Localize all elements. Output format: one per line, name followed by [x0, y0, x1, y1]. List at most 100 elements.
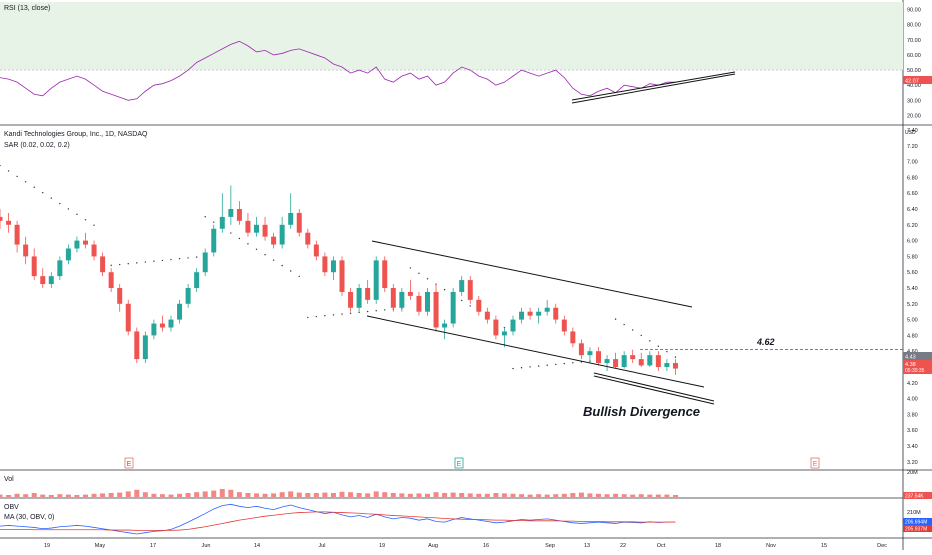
- volume-bar: [553, 494, 559, 497]
- sar-dot: [170, 258, 172, 261]
- candle-body: [74, 240, 80, 249]
- sar-dot: [7, 170, 10, 172]
- rsi-tick-label: 70.00: [907, 38, 921, 44]
- sar-dot: [255, 248, 258, 250]
- currency-label: USD: [905, 130, 916, 136]
- resistance-price-label[interactable]: 4.62: [756, 337, 775, 347]
- earnings-marker-3[interactable]: [810, 457, 820, 469]
- volume-bar: [151, 493, 157, 497]
- volume-bar: [254, 493, 259, 497]
- time-tick-label: 14: [254, 543, 260, 549]
- obv-ma-value-badge: [903, 525, 932, 532]
- price-tick-label: 4.20: [907, 381, 918, 387]
- obv-value-badge: [903, 518, 932, 525]
- volume-bar: [168, 494, 174, 497]
- volume-bar: [476, 493, 482, 497]
- sar-legend[interactable]: SAR (0.02, 0.02, 0.2): [4, 142, 70, 149]
- candle-body: [262, 224, 268, 237]
- obv-value-text: 206.694M: [905, 520, 927, 526]
- price-tick-label: 5.00: [907, 318, 918, 324]
- sar-dot: [93, 224, 95, 226]
- candle-body: [40, 276, 46, 285]
- price-tick-label: 6.40: [907, 207, 918, 213]
- bullish-divergence-label[interactable]: Bullish Divergence: [583, 404, 700, 419]
- sar-dot: [33, 186, 35, 188]
- candle-body: [407, 291, 413, 296]
- sar-dot: [67, 208, 70, 210]
- candle-body: [553, 307, 559, 320]
- obv-legend[interactable]: OBV: [4, 504, 19, 511]
- volume-bar: [313, 493, 319, 497]
- volume-bar: [262, 493, 268, 497]
- candle-body: [630, 355, 636, 360]
- volume-bar: [57, 494, 63, 497]
- volume-bar: [14, 493, 20, 497]
- time-tick-label: 18: [715, 543, 721, 549]
- volume-tick: 20M: [907, 470, 918, 476]
- candle-body: [211, 228, 217, 253]
- candle-body: [578, 343, 584, 356]
- candle-body: [125, 303, 131, 332]
- volume-bar: [527, 494, 533, 497]
- sar-dot: [238, 237, 241, 240]
- volume-bar: [134, 489, 140, 497]
- price-legend-title[interactable]: Kandi Technologies Group, Inc., 1D, NASD…: [4, 131, 148, 138]
- candle-body: [134, 331, 140, 360]
- candle-body: [23, 244, 29, 257]
- volume-bar: [296, 492, 302, 497]
- volume-bar: [587, 493, 593, 497]
- time-tick-label: Jul: [318, 543, 325, 549]
- volume-bar: [100, 493, 106, 497]
- volume-legend[interactable]: Vol: [4, 476, 14, 483]
- close-price-text: 4.38: [905, 362, 916, 368]
- sar-dot: [529, 366, 531, 368]
- volume-bar: [664, 494, 670, 497]
- earnings-marker-1[interactable]: [124, 457, 134, 469]
- price-tick-label: 4.00: [907, 397, 918, 403]
- obv-ma-legend[interactable]: MA (30, OBV, 0): [4, 514, 54, 521]
- volume-bar: [484, 493, 490, 497]
- volume-bar: [536, 494, 542, 497]
- volume-bar: [48, 495, 54, 497]
- candle-body: [14, 224, 20, 245]
- candle-body: [467, 280, 473, 300]
- time-tick-label: 13: [584, 543, 590, 549]
- candle-body: [672, 363, 678, 369]
- sar-dot: [332, 314, 335, 316]
- volume-bar: [142, 492, 148, 497]
- sar-dot: [443, 288, 446, 291]
- sar-dot: [195, 256, 198, 258]
- volume-bar: [630, 494, 636, 497]
- candle-body: [416, 295, 422, 312]
- sar-dot: [247, 243, 249, 245]
- sar-dot: [144, 261, 147, 263]
- earnings-marker-2[interactable]: [454, 457, 464, 469]
- sar-dot: [349, 312, 352, 314]
- candle-body: [442, 323, 448, 328]
- rsi-legend[interactable]: RSI (13, close): [4, 5, 50, 12]
- price-tick-label: 7.20: [907, 144, 918, 150]
- volume-bar: [185, 493, 191, 497]
- sar-dot: [281, 264, 283, 267]
- sar-dot: [409, 267, 412, 269]
- earnings-marker-2-label: E: [457, 461, 462, 468]
- time-tick-label: 17: [150, 543, 156, 549]
- candle-body: [6, 220, 12, 225]
- sar-dot: [469, 305, 471, 307]
- price-tick-label: 6.60: [907, 191, 918, 197]
- volume-bar: [91, 493, 97, 497]
- sar-dot: [16, 175, 18, 178]
- volume-bar: [117, 492, 123, 497]
- price-tick-label: 7.40: [907, 128, 918, 134]
- sar-dot: [657, 345, 660, 347]
- candle-body: [596, 351, 601, 364]
- volume-bar: [433, 492, 439, 497]
- price-tick-label: 3.60: [907, 428, 918, 434]
- volume-bar: [6, 495, 12, 497]
- time-tick-label: Jun: [202, 543, 211, 549]
- volume-bar: [613, 493, 619, 497]
- price-tick-label: 6.20: [907, 223, 918, 229]
- candle-body: [245, 220, 251, 233]
